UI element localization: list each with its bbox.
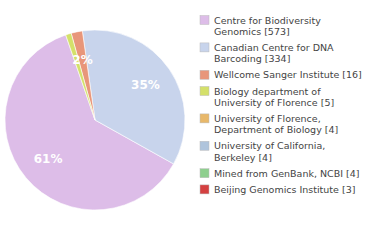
legend-label-line: University of California, [214,140,325,151]
legend-label: Canadian Centre for DNABarcoding [334] [214,42,334,64]
legend-label: University of Florence,Department of Bio… [214,113,338,135]
pie-slice [82,30,185,164]
legend-label-line: Beijing Genomics Institute [3] [214,184,355,195]
legend-label: Biology department ofUniversity of Flore… [214,86,334,108]
legend-swatch [200,114,209,123]
legend-label: Wellcome Sanger Institute [16] [214,69,362,80]
legend-label: Centre for BiodiversityGenomics [573] [214,15,321,37]
legend-label-line: Mined from GenBank, NCBI [4] [214,168,360,179]
legend-label-line: University of Florence, [214,113,321,124]
legend-swatch [200,169,209,178]
legend-swatch [200,87,209,96]
chart: 61% 35% 2% Centre for BiodiversityGenomics … [0,0,380,240]
legend-label-line: Berkeley [4] [214,152,272,163]
legend-label-line: University of Florence [5] [214,97,334,108]
legend-label-line: Barcoding [334] [214,53,290,64]
legend-swatch [200,16,209,25]
legend-swatch [200,70,209,79]
legend-label-line: Genomics [573] [214,26,290,37]
data-labels: 61% 35% 2% [34,53,160,166]
legend-label: Mined from GenBank, NCBI [4] [214,168,360,179]
legend-label-line: Biology department of [214,86,321,97]
legend-swatch [200,141,209,150]
legend-label-line: Centre for Biodiversity [214,15,321,26]
legend-label: Beijing Genomics Institute [3] [214,184,355,195]
pie-slice [66,33,95,120]
data-label: 61% [34,152,63,166]
data-label: 2% [72,53,92,67]
legend-label: University of California,Berkeley [4] [214,140,325,162]
legend-swatch [200,43,209,52]
data-label: 35% [131,78,160,92]
legend-label-line: Wellcome Sanger Institute [16] [214,69,362,80]
legend: Centre for BiodiversityGenomics [573] Can… [200,15,362,195]
legend-swatch [200,185,209,194]
legend-label-line: Department of Biology [4] [214,124,338,135]
background [0,0,380,240]
pie [5,30,185,210]
legend-label-line: Canadian Centre for DNA [214,42,334,53]
